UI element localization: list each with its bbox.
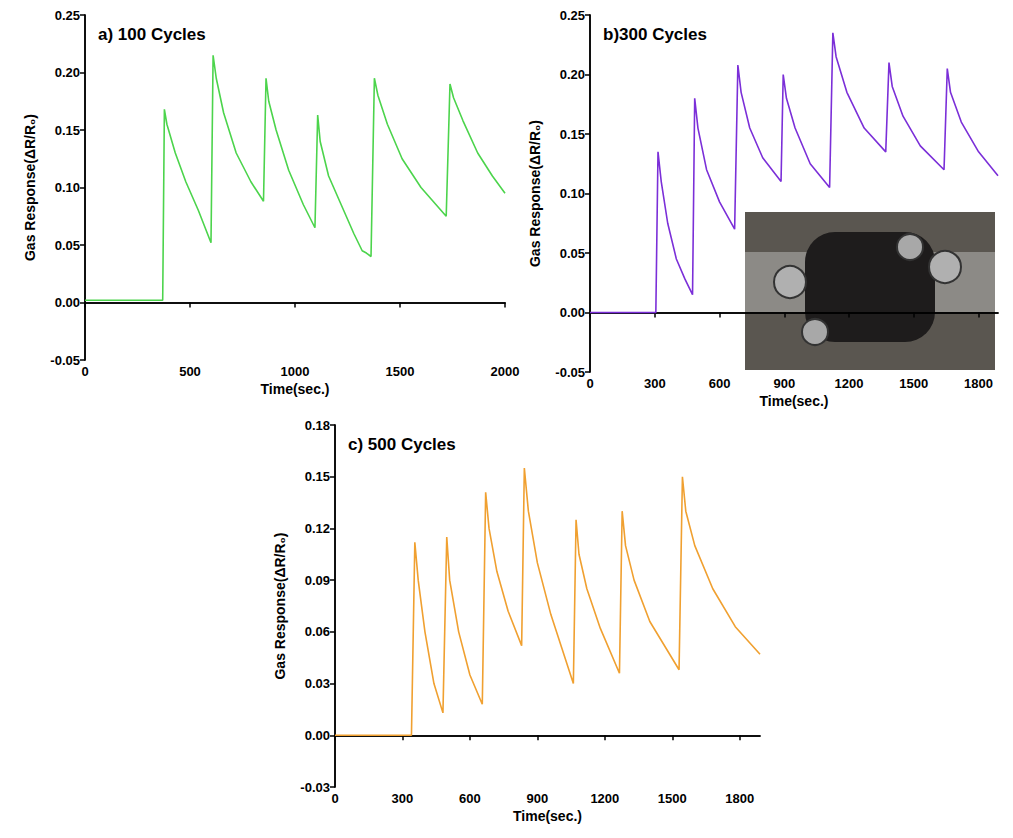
svg-text:Time(sec.): Time(sec.) [261, 381, 330, 397]
svg-text:1800: 1800 [725, 791, 754, 806]
svg-text:300: 300 [392, 791, 414, 806]
svg-text:0: 0 [586, 376, 593, 391]
svg-text:0.09: 0.09 [305, 573, 330, 588]
svg-text:b)300 Cycles: b)300 Cycles [603, 25, 707, 44]
svg-text:a) 100 Cycles: a) 100 Cycles [98, 25, 206, 44]
svg-text:Gas Response(ΔR/R₀): Gas Response(ΔR/R₀) [22, 114, 38, 261]
svg-text:0.00: 0.00 [55, 295, 80, 310]
svg-text:0.05: 0.05 [560, 246, 585, 261]
svg-text:-0.05: -0.05 [555, 365, 585, 380]
svg-text:0.12: 0.12 [305, 521, 330, 536]
svg-text:0.25: 0.25 [55, 8, 80, 23]
svg-text:0: 0 [81, 364, 88, 379]
svg-text:Time(sec.): Time(sec.) [760, 393, 829, 409]
svg-text:500: 500 [179, 364, 201, 379]
svg-text:Gas Response(ΔR/R₀): Gas Response(ΔR/R₀) [527, 120, 543, 267]
svg-text:600: 600 [459, 791, 481, 806]
svg-text:0.10: 0.10 [560, 186, 585, 201]
svg-text:c) 500 Cycles: c) 500 Cycles [348, 435, 456, 454]
svg-text:0.25: 0.25 [560, 8, 585, 23]
svg-text:0.10: 0.10 [55, 180, 80, 195]
svg-text:1500: 1500 [658, 791, 687, 806]
svg-text:0.03: 0.03 [305, 676, 330, 691]
svg-text:900: 900 [773, 376, 795, 391]
svg-text:0.20: 0.20 [55, 65, 80, 80]
svg-text:1000: 1000 [281, 364, 310, 379]
svg-text:-0.05: -0.05 [50, 353, 80, 368]
svg-text:1800: 1800 [964, 376, 993, 391]
svg-text:0.15: 0.15 [560, 127, 585, 142]
svg-text:0: 0 [331, 791, 338, 806]
svg-text:0.15: 0.15 [305, 469, 330, 484]
svg-text:0.05: 0.05 [55, 238, 80, 253]
svg-text:300: 300 [644, 376, 666, 391]
svg-text:600: 600 [709, 376, 731, 391]
svg-text:1200: 1200 [835, 376, 864, 391]
svg-text:1200: 1200 [590, 791, 619, 806]
svg-text:0.00: 0.00 [560, 305, 585, 320]
svg-text:0.15: 0.15 [55, 123, 80, 138]
svg-text:1500: 1500 [386, 364, 415, 379]
svg-text:0.00: 0.00 [305, 728, 330, 743]
svg-text:1500: 1500 [899, 376, 928, 391]
svg-text:2000: 2000 [491, 364, 520, 379]
svg-text:Gas Response(ΔR/R₀): Gas Response(ΔR/R₀) [272, 532, 288, 679]
svg-text:900: 900 [527, 791, 549, 806]
svg-text:0.20: 0.20 [560, 67, 585, 82]
svg-text:0.06: 0.06 [305, 624, 330, 639]
svg-text:0.18: 0.18 [305, 418, 330, 433]
svg-text:-0.03: -0.03 [300, 780, 330, 795]
svg-text:Time(sec.): Time(sec.) [513, 808, 582, 824]
